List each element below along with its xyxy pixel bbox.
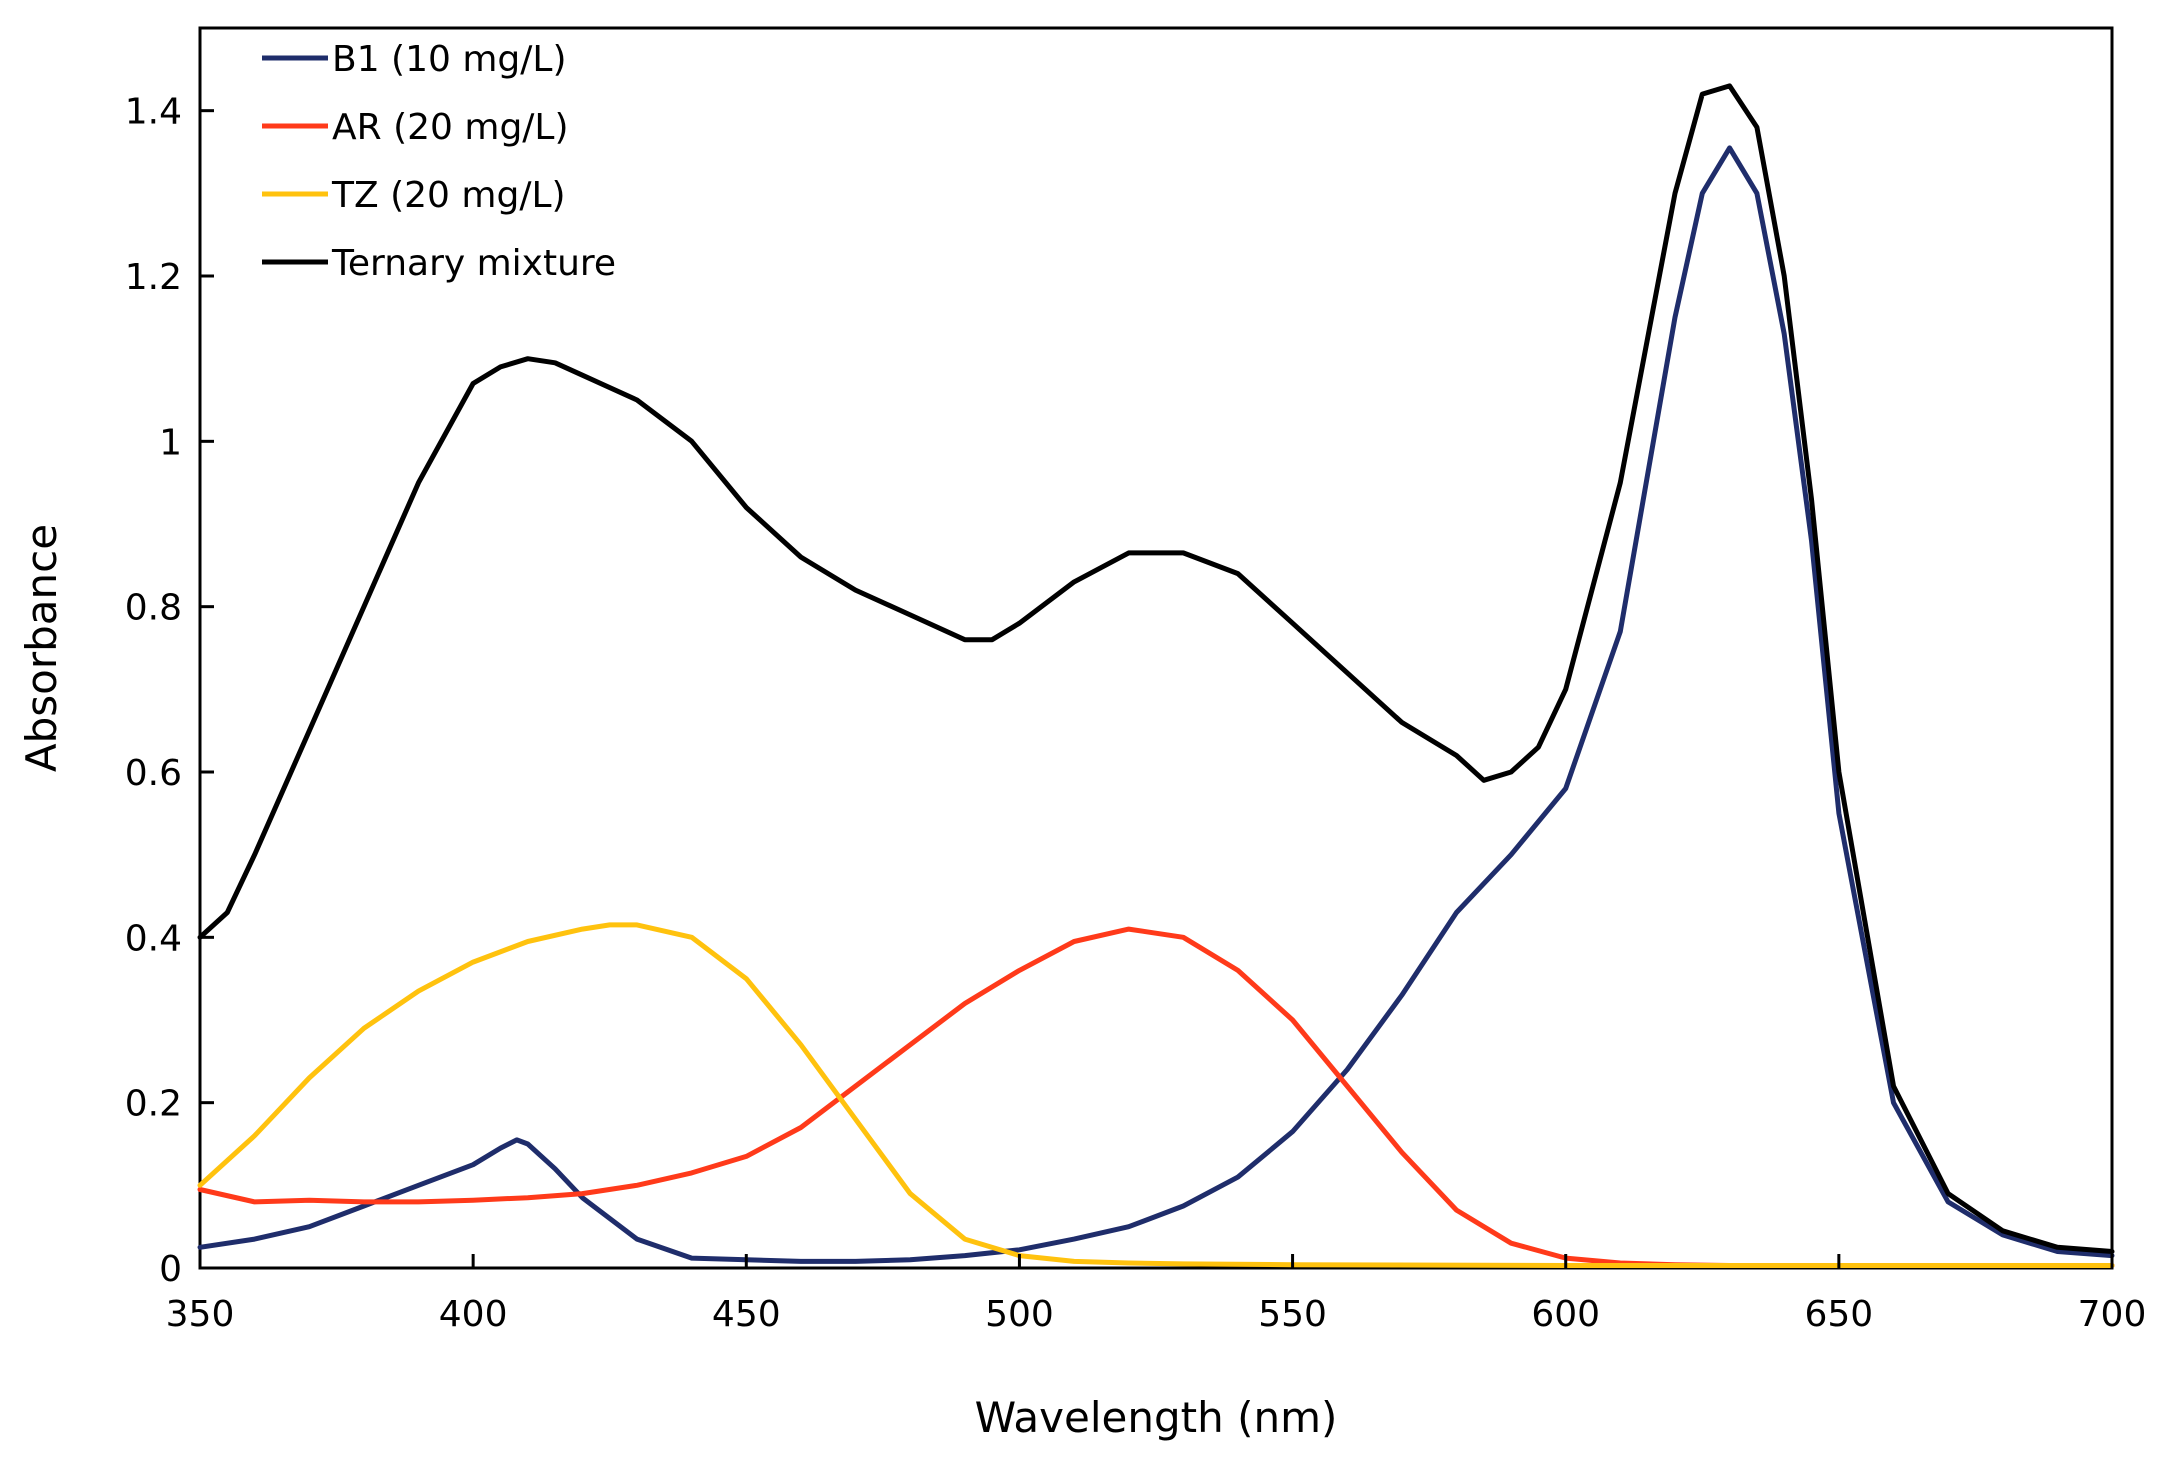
x-tick-label: 700 bbox=[2078, 1294, 2147, 1335]
y-tick-label: 0.4 bbox=[125, 918, 182, 959]
legend-label: Ternary mixture bbox=[331, 243, 616, 284]
series-line-2 bbox=[197, 922, 2115, 1268]
series-line-0 bbox=[197, 145, 2115, 1264]
y-tick-label: 0.6 bbox=[125, 753, 182, 794]
plot-area-frame bbox=[198, 26, 2114, 1270]
y-tick-label: 0.2 bbox=[125, 1084, 182, 1125]
x-tick-label: 350 bbox=[166, 1294, 235, 1335]
legend-label: TZ (20 mg/L) bbox=[331, 175, 566, 216]
legend-label: B1 (10 mg/L) bbox=[332, 39, 567, 80]
x-tick-label: 450 bbox=[712, 1294, 781, 1335]
y-tick-label: 1.4 bbox=[125, 92, 182, 133]
y-axis-title: Absorbance bbox=[17, 524, 66, 772]
legend: B1 (10 mg/L) AR (20 mg/L) TZ (20 mg/L) Tern… bbox=[262, 39, 616, 284]
y-tick-label: 0.8 bbox=[125, 588, 182, 629]
series-line-3 bbox=[197, 83, 2115, 1254]
x-axis-title: Wavelength (nm) bbox=[975, 1393, 1338, 1442]
x-tick-label: 650 bbox=[1804, 1294, 1873, 1335]
x-tick-label: 400 bbox=[439, 1294, 508, 1335]
x-tick-label: 550 bbox=[1258, 1294, 1327, 1335]
x-axis-ticks: 350 400 450 500 550 600 650 700 bbox=[166, 1254, 2147, 1335]
x-tick-label: 600 bbox=[1531, 1294, 1600, 1335]
y-tick-label: 1 bbox=[159, 422, 182, 463]
x-tick-label: 500 bbox=[985, 1294, 1054, 1335]
legend-label: AR (20 mg/L) bbox=[332, 107, 569, 148]
y-tick-label: 1.2 bbox=[125, 257, 182, 298]
y-axis-ticks: 0 0.2 0.4 0.6 0.8 1 1.2 1.4 bbox=[125, 92, 214, 1290]
y-tick-label: 0 bbox=[159, 1249, 182, 1290]
